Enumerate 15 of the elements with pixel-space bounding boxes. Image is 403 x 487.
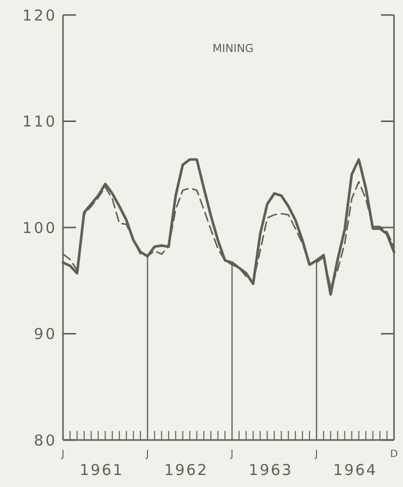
y-tick-label: 120: [22, 6, 57, 24]
text: 1963: [248, 461, 293, 479]
text: MINING: [212, 42, 254, 55]
text: 1961: [80, 461, 124, 479]
text: 1962: [164, 461, 208, 479]
y-tick-label: 110: [22, 112, 57, 130]
y-tick-label: 80: [34, 431, 57, 450]
x-tick-label: D: [390, 449, 398, 460]
text: 1964: [333, 461, 378, 479]
y-tick-label: 90: [34, 325, 57, 343]
x-tick-label: J: [314, 449, 318, 460]
x-tick-label: J: [60, 449, 64, 460]
x-tick-label: J: [145, 449, 149, 460]
y-tick-label: 100: [22, 218, 57, 237]
x-tick-label: J: [230, 449, 234, 460]
